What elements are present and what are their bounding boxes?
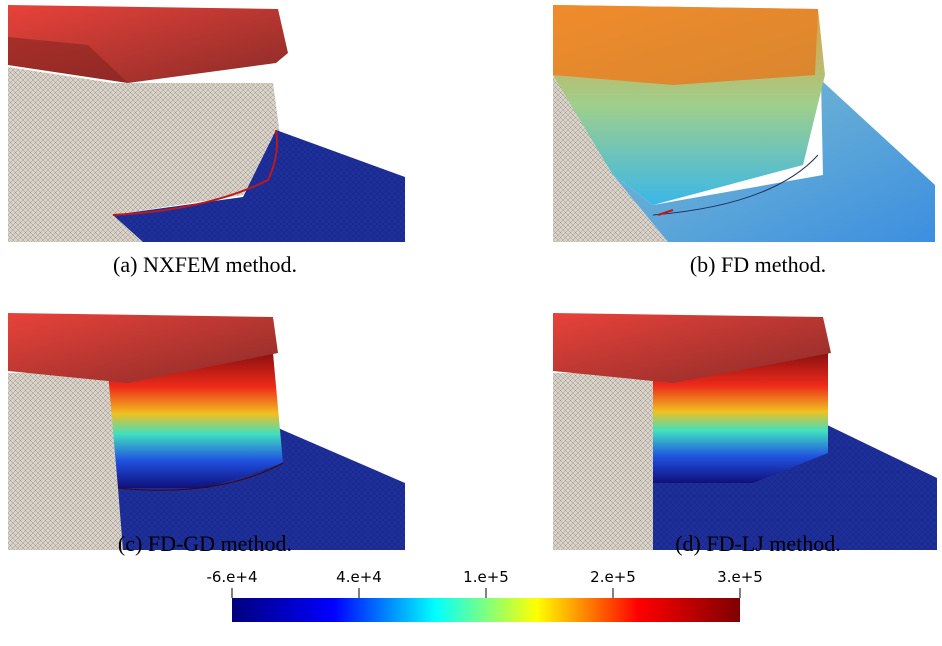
caption: (d) FD-LJ method. (675, 531, 841, 556)
colorbar (232, 598, 740, 622)
tick-label: 3.e+5 (717, 568, 763, 586)
caption: (c) FD-GD method. (118, 531, 292, 556)
tick-label: 1.e+5 (463, 568, 509, 586)
panel-image (8, 313, 405, 550)
caption: (b) FD method. (690, 252, 826, 277)
tick-label: 4.e+4 (336, 568, 382, 586)
tick-label: -6.e+4 (206, 568, 257, 586)
panel-image (553, 313, 937, 550)
panel-image (8, 5, 405, 242)
caption: (a) NXFEM method. (113, 252, 297, 277)
panel-image (553, 5, 935, 242)
tick-label: 2.e+5 (590, 568, 636, 586)
